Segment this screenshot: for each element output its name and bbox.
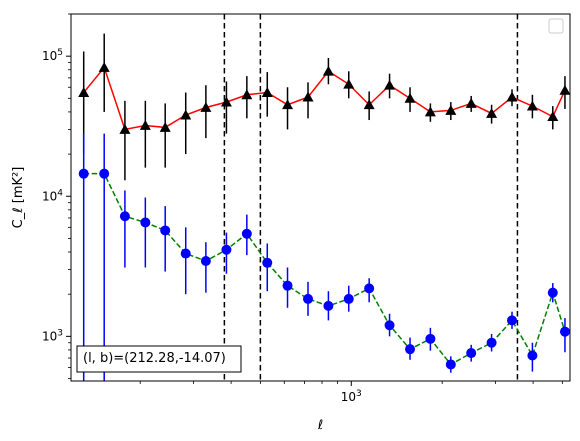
data-point-circle (78, 168, 89, 179)
data-point-triangle (343, 78, 355, 89)
data-point-triangle (486, 107, 498, 118)
data-point-triangle (559, 84, 571, 95)
data-point-triangle (139, 119, 151, 130)
data-point-triangle (200, 102, 212, 112)
annotation-box (76, 345, 242, 373)
data-point-circle (262, 257, 273, 268)
data-point-circle (559, 326, 570, 337)
data-point-circle (527, 350, 538, 361)
data-point-triangle (98, 62, 110, 72)
data-point-circle (221, 244, 232, 255)
y-axis-label: C_ℓ [mK²] (11, 167, 26, 229)
data-point-circle (200, 256, 211, 267)
data-point-circle (507, 315, 518, 326)
data-point-triangle (547, 111, 559, 122)
legend-box (548, 18, 564, 34)
data-point-circle (425, 333, 436, 344)
data-point-triangle (404, 92, 416, 103)
data-point-circle (364, 283, 375, 294)
data-point-circle (99, 168, 110, 179)
data-point-circle (547, 287, 558, 298)
x-tick-label: 103 (341, 389, 362, 404)
data-point-circle (241, 228, 252, 239)
data-point-circle (486, 337, 497, 348)
annotation-text: (l, b)=(212.28,-14.07) (83, 351, 226, 366)
data-point-triangle (159, 121, 171, 132)
data-point-circle (384, 320, 395, 331)
axis-ticks: 103 103 104 105 (42, 13, 563, 404)
data-point-triangle (322, 65, 334, 76)
data-point-circle (180, 248, 191, 259)
data-point-circle (119, 211, 130, 222)
data-point-triangle (363, 99, 375, 110)
axes-frame (70, 13, 571, 382)
y-tick-label: 104 (42, 188, 63, 203)
data-point-circle (160, 225, 171, 236)
data-point-triangle (261, 87, 273, 97)
data-point-circle (303, 293, 314, 304)
data-point-triangle (526, 100, 538, 111)
data-point-circle (343, 293, 354, 304)
data-point-triangle (241, 89, 253, 100)
data-point-triangle (78, 87, 90, 97)
data-point-circle (140, 217, 151, 228)
data-point-circle (323, 300, 334, 311)
data-point-triangle (465, 97, 477, 108)
data-point-circle (445, 359, 456, 370)
plot-area (78, 14, 571, 381)
data-point-triangle (445, 104, 457, 115)
y-tick-label: 103 (42, 328, 63, 343)
data-point-triangle (282, 99, 294, 110)
data-point-triangle (424, 106, 436, 117)
data-point-circle (282, 280, 293, 291)
x-axis-label: ℓ (317, 418, 323, 433)
data-point-circle (466, 348, 477, 359)
data-point-triangle (384, 79, 396, 90)
y-tick-label: 105 (42, 48, 63, 63)
data-point-circle (405, 344, 416, 355)
data-point-triangle (302, 91, 314, 102)
data-point-triangle (506, 91, 518, 102)
data-point-triangle (119, 123, 131, 134)
annotation: (l, b)=(212.28,-14.07) (76, 345, 242, 373)
data-point-triangle (180, 109, 192, 120)
data-point-triangle (220, 96, 232, 107)
